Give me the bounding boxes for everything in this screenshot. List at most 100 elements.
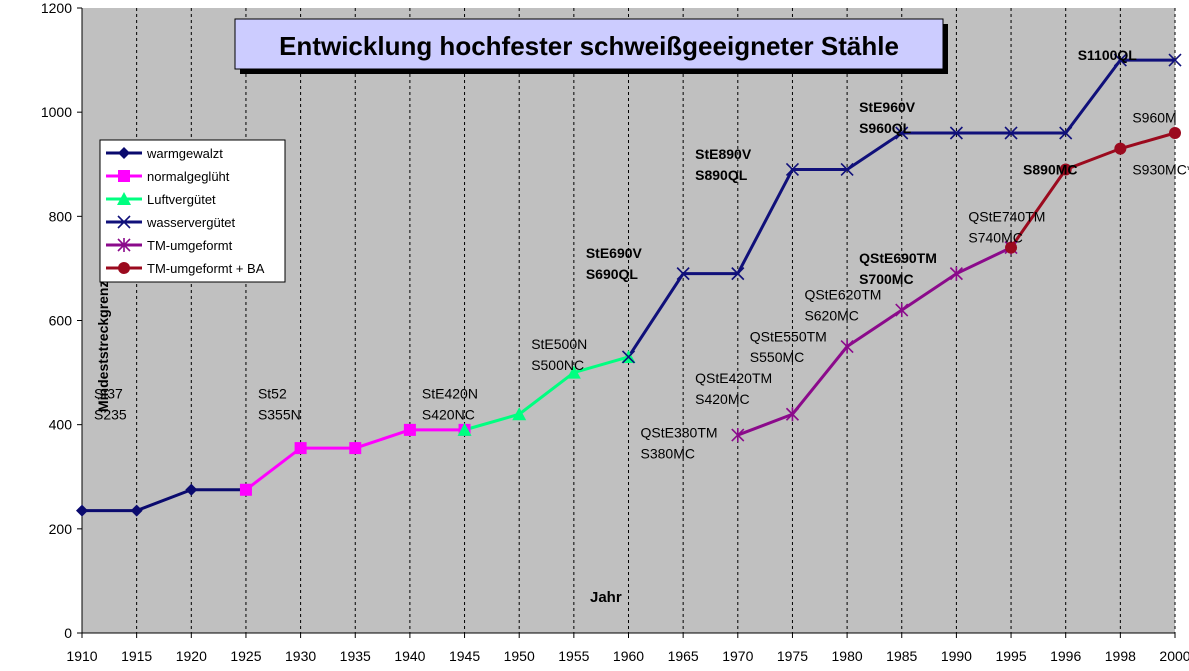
series-2 [464,355,629,432]
annotation-label: S700MC [859,271,913,287]
annotation-label: StE690V [586,245,643,261]
legend-box [99,139,286,283]
data-point [349,442,362,455]
series-line [1009,131,1176,249]
x-tick-label: 1930 [285,648,316,664]
data-point [1005,241,1018,254]
y-tick-label: 0 [64,625,72,641]
y-tick-label: 200 [49,521,73,537]
data-point [130,504,143,517]
data-point [731,267,745,281]
title-box: Entwicklung hochfester schweißgeeigneter… [234,18,948,74]
annotation-label: StE500N [531,336,587,352]
legend-entry: TM-umgeformt + BA [106,261,265,276]
y-axis-ticks: 0 200 400 600 800 1000 1200 [41,0,82,641]
x-tick-label: 1935 [340,648,371,664]
legend-entry: wasservergütet [106,215,236,230]
data-point [731,428,745,443]
series-markers-1 [239,423,471,496]
annotation-label: S620MC [804,308,858,324]
data-point [76,504,88,517]
annotation-label: StE960V [859,99,916,115]
annotation-label: QStE620TM [804,287,881,303]
data-point [403,423,416,436]
chart-title: Entwicklung hochfester schweißgeeigneter… [279,31,899,61]
data-point [1059,163,1072,176]
legend-entry: TM-umgeformt [106,238,233,253]
x-tick-label: 1915 [121,648,152,664]
x-tick-label: 1955 [558,648,589,664]
x-tick-label: 1970 [722,648,753,664]
data-point [457,422,472,436]
annotation-label: S890QL [695,167,748,183]
series-4 [737,246,1012,437]
data-point [621,350,636,364]
annotation-label: St52 [258,386,287,402]
x-tick-label: 1995 [995,648,1026,664]
annotation-label: S235 [94,406,127,422]
data-point [1059,126,1073,140]
x-tick-label: 1945 [449,648,480,664]
annotation-label: S355N [258,406,301,422]
annotation-label: QStE690TM [859,250,937,266]
series-markers-3 [621,53,1182,364]
x-tick-label: 1965 [668,648,699,664]
legend-label: Luftvergütet [147,192,216,207]
legend-entry: warmgewalzt [106,146,223,161]
data-point [949,126,963,140]
legend-label: TM-umgeformt + BA [147,261,265,276]
data-point [785,162,800,177]
data-point [949,266,963,281]
legend-label: warmgewalzt [146,146,223,161]
data-point [512,407,527,421]
x-axis-ticks: 1910 1915 1920 1925 1930 1935 1940 1945 1950 1955… [66,633,1189,664]
annotation-label: QStE740TM [968,209,1045,225]
data-point [118,262,130,274]
annotation-label: QStE550TM [750,328,827,344]
data-point [185,483,198,496]
legend-label: TM-umgeformt [147,238,233,253]
y-axis-label: Mindeststreckgrenze [95,273,111,412]
annotation-label: S380MC [641,446,695,462]
x-tick-label: 1990 [941,648,972,664]
x-tick-label: 2000 [1159,648,1189,664]
data-point [1169,127,1181,139]
series-layer [76,53,1182,517]
data-point [118,147,130,159]
data-point [1114,142,1127,155]
data-point [840,162,854,177]
x-tick-label: 1985 [886,648,917,664]
x-tick-label: 1980 [832,648,863,664]
annotation-label: S740MC [968,229,1022,245]
annotation-label: S1100QL [1078,47,1138,63]
x-tick-label: 1925 [230,648,261,664]
legend-label: normalgeglüht [147,169,230,184]
series-0 [82,488,246,513]
data-point [294,442,307,455]
series-line [737,246,1012,437]
x-tick-label: 1940 [394,648,425,664]
data-point [118,170,130,182]
annotation-label: QStE380TM [641,425,718,441]
y-tick-label: 1000 [41,104,72,120]
annotation-label: S690QL [586,266,639,282]
series-markers-5 [1005,127,1181,254]
data-point [117,192,131,205]
x-axis-label: Jahr [590,589,622,606]
series-5 [1009,131,1176,249]
annotation-label: S960M [1132,110,1176,126]
y-tick-label: 1200 [41,0,72,16]
annotation-label: S550MC [750,349,804,365]
data-point [840,339,854,354]
data-point [1113,53,1127,67]
legend-entry: Luftvergütet [106,192,216,207]
x-tick-label: 1920 [176,648,207,664]
series-line [464,355,629,432]
x-tick-label: 1998 [1105,648,1136,664]
x-tick-label: 1960 [613,648,644,664]
data-point [1004,126,1018,140]
series-line [82,488,246,513]
data-point [117,215,131,229]
data-point [895,303,909,318]
